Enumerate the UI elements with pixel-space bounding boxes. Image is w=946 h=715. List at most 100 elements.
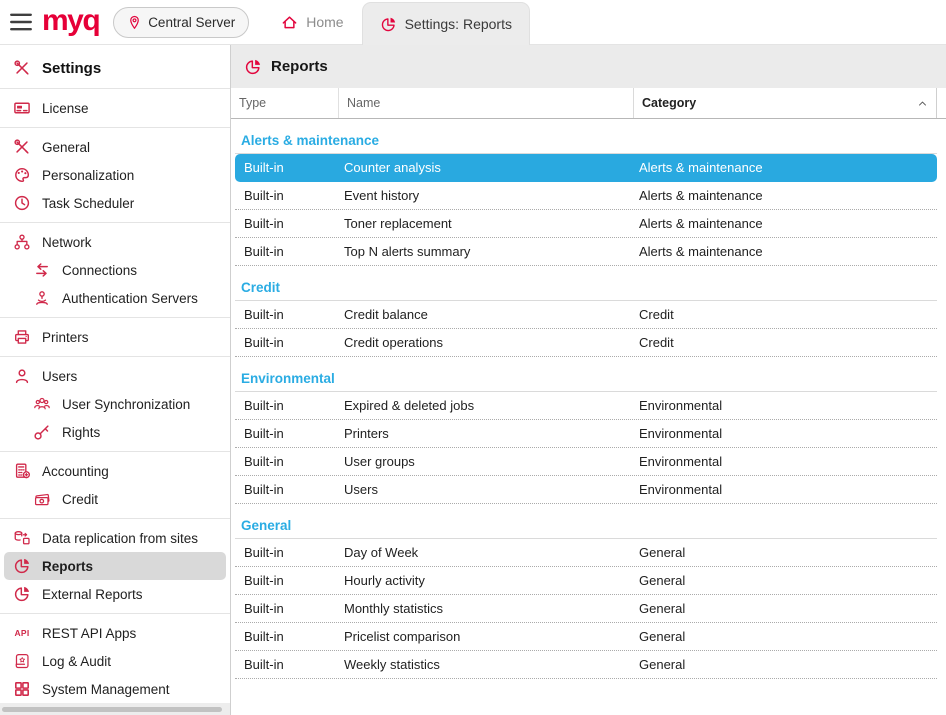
report-category-group-alerts-maintenance: Alerts & maintenance Built-in Counter an… — [235, 133, 937, 266]
report-row-credit-balance[interactable]: Built-in Credit balance Credit — [235, 301, 937, 329]
cell-name: Top N alerts summary — [344, 244, 471, 259]
cell-name: Event history — [344, 188, 420, 203]
cell-type: Built-in — [244, 216, 284, 231]
sidebar-divider — [0, 127, 230, 128]
cell-name: Pricelist comparison — [344, 629, 461, 644]
sidebar-item-settings[interactable]: Settings — [0, 53, 230, 83]
report-row-expired-deleted-jobs[interactable]: Built-in Expired & deleted jobs Environm… — [235, 392, 937, 420]
cell-name: Expired & deleted jobs — [344, 398, 475, 413]
myq-logo[interactable]: myq — [42, 3, 101, 37]
top-bar: myq Central Server Home Settings: Report… — [0, 0, 946, 45]
sidebar-item-authentication-servers[interactable]: Authentication Servers — [0, 284, 230, 312]
banknote-icon — [33, 490, 51, 508]
tab-settings-reports[interactable]: Settings: Reports — [361, 2, 530, 45]
report-row-event-history[interactable]: Built-in Event history Alerts & maintena… — [235, 182, 937, 210]
cell-category: Alerts & maintenance — [639, 160, 763, 175]
sidebar-item-users[interactable]: Users — [0, 362, 230, 390]
cell-type: Built-in — [244, 454, 284, 469]
report-row-weekly-statistics[interactable]: Built-in Weekly statistics General — [235, 651, 937, 679]
column-header-type[interactable]: Type — [239, 96, 267, 110]
sidebar-item-network[interactable]: Network — [0, 228, 230, 256]
sidebar-item-user-synchronization[interactable]: User Synchronization — [0, 390, 230, 418]
settings-sidebar: Settings License General Personalization… — [0, 45, 231, 715]
sync-arrows-icon — [33, 261, 51, 279]
cell-category: Environmental — [639, 454, 723, 469]
sidebar-nav: Settings License General Personalization… — [0, 45, 230, 703]
cell-name: Credit operations — [344, 335, 443, 350]
cell-type: Built-in — [244, 482, 284, 497]
report-row-credit-operations[interactable]: Built-in Credit operations Credit — [235, 329, 937, 357]
palette-icon — [13, 166, 31, 184]
report-category-group-credit: Credit Built-in Credit balance Credit Bu… — [235, 280, 937, 357]
hamburger-icon[interactable] — [9, 10, 33, 34]
sidebar-item-log-audit[interactable]: Log & Audit — [0, 647, 230, 675]
report-row-pricelist-comparison[interactable]: Built-in Pricelist comparison General — [235, 623, 937, 651]
tab-home[interactable]: Home — [275, 14, 349, 31]
cell-category: General — [639, 601, 686, 616]
sidebar-item-rights[interactable]: Rights — [0, 418, 230, 446]
tools-icon — [13, 138, 31, 156]
scrollbar-thumb[interactable] — [2, 706, 222, 712]
report-row-user-groups[interactable]: Built-in User groups Environmental — [235, 448, 937, 476]
cell-type: Built-in — [244, 160, 284, 175]
sidebar-item-external-reports[interactable]: External Reports — [0, 580, 230, 608]
sidebar-item-system-management[interactable]: System Management — [0, 675, 230, 703]
reports-table: Alerts & maintenance Built-in Counter an… — [231, 119, 946, 715]
sidebar-item-credit[interactable]: Credit — [0, 485, 230, 513]
report-row-monthly-statistics[interactable]: Built-in Monthly statistics General — [235, 595, 937, 623]
cell-type: Built-in — [244, 244, 284, 259]
cell-type: Built-in — [244, 601, 284, 616]
cell-type: Built-in — [244, 335, 284, 350]
sidebar-item-task-scheduler[interactable]: Task Scheduler — [0, 189, 230, 217]
report-row-toner-replacement[interactable]: Built-in Toner replacement Alerts & main… — [235, 210, 937, 238]
pie-chart-icon — [380, 16, 397, 33]
cell-type: Built-in — [244, 573, 284, 588]
cell-type: Built-in — [244, 545, 284, 560]
cell-category: General — [639, 629, 686, 644]
key-icon — [33, 423, 51, 441]
server-name-label: Central Server — [148, 14, 236, 30]
report-row-day-of-week[interactable]: Built-in Day of Week General — [235, 539, 937, 567]
cell-type: Built-in — [244, 188, 284, 203]
cell-name: Counter analysis — [344, 160, 441, 175]
active-tab-label: Settings: Reports — [404, 16, 512, 32]
reports-panel: Reports Type Name Category Alerts & main… — [231, 45, 946, 715]
app-body: Settings License General Personalization… — [0, 45, 946, 715]
sidebar-item-license[interactable]: License — [0, 94, 230, 122]
report-row-top-n-alerts-summary[interactable]: Built-in Top N alerts summary Alerts & m… — [235, 238, 937, 266]
report-row-counter-analysis[interactable]: Built-in Counter analysis Alerts & maint… — [235, 154, 937, 182]
sidebar-item-data-replication-from-sites[interactable]: Data replication from sites — [0, 524, 230, 552]
sidebar-item-reports[interactable]: Reports — [4, 552, 226, 580]
report-row-printers[interactable]: Built-in Printers Environmental — [235, 420, 937, 448]
sidebar-item-accounting[interactable]: Accounting — [0, 457, 230, 485]
column-header-name[interactable]: Name — [338, 88, 633, 118]
sidebar-item-personalization[interactable]: Personalization — [0, 161, 230, 189]
cell-category: Alerts & maintenance — [639, 216, 763, 231]
category-group-header-general: General — [235, 518, 937, 539]
sidebar-horizontal-scrollbar[interactable] — [0, 703, 230, 715]
sidebar-divider — [0, 356, 230, 357]
auth-server-icon — [33, 289, 51, 307]
cell-type: Built-in — [244, 657, 284, 672]
category-group-header-credit: Credit — [235, 280, 937, 301]
report-category-group-environmental: Environmental Built-in Expired & deleted… — [235, 371, 937, 504]
category-group-header-environmental: Environmental — [235, 371, 937, 392]
sidebar-item-connections[interactable]: Connections — [0, 256, 230, 284]
sidebar-item-rest-api-apps[interactable]: API REST API Apps — [14, 625, 137, 641]
scroll-icon — [13, 652, 31, 670]
home-tab-label: Home — [306, 14, 344, 30]
cell-category: General — [639, 545, 686, 560]
cell-name: Day of Week — [344, 545, 419, 560]
sidebar-item-printers[interactable]: Printers — [0, 323, 230, 351]
sidebar-item-general[interactable]: General — [0, 133, 230, 161]
cell-category: General — [639, 657, 686, 672]
report-row-hourly-activity[interactable]: Built-in Hourly activity General — [235, 567, 937, 595]
clock-icon — [13, 194, 31, 212]
report-row-users[interactable]: Built-in Users Environmental — [235, 476, 937, 504]
column-header-category[interactable]: Category — [633, 88, 937, 118]
cell-name: User groups — [344, 454, 415, 469]
server-selector-button[interactable]: Central Server — [113, 6, 250, 38]
user-group-icon — [33, 395, 51, 413]
home-icon — [281, 14, 298, 31]
report-category-group-general: General Built-in Day of Week General Bui… — [235, 518, 937, 679]
